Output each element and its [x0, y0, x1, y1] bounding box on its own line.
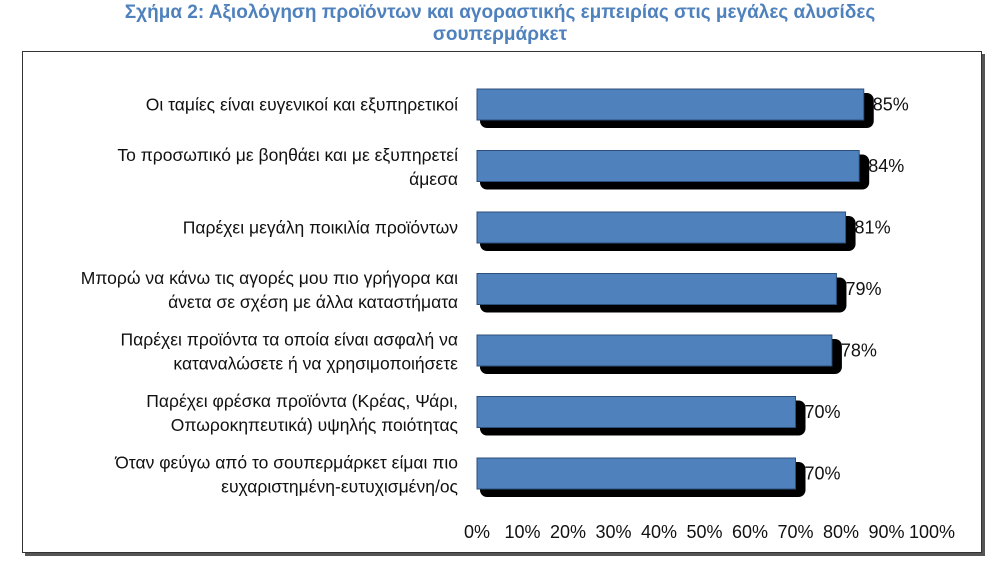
category-label: Μπορώ να κάνω τις αγορές μου πιο γρήγορα…: [81, 268, 458, 288]
x-tick-label: 30%: [595, 522, 631, 542]
x-tick-label: 70%: [777, 522, 813, 542]
category-label: Όταν φεύγω από το σουπερμάρκετ είμαι πιο: [114, 453, 458, 473]
bar: [476, 396, 796, 428]
x-tick-label: 40%: [641, 522, 677, 542]
category-label: Παρέχει μεγάλη ποικιλία προϊόντων: [183, 218, 459, 238]
value-label: 70%: [805, 464, 841, 484]
value-label: 84%: [868, 156, 904, 176]
x-tick-label: 60%: [732, 522, 768, 542]
bar: [476, 273, 837, 305]
x-tick-label: 80%: [823, 522, 859, 542]
x-tick-label: 50%: [686, 522, 722, 542]
chart-title: Σχήμα 2: Αξιολόγηση προϊόντων και αγορασ…: [0, 2, 1000, 46]
category-label: Παρέχει προϊόντα τα οποία είναι ασφαλή ν…: [121, 330, 458, 350]
x-tick-label: 10%: [504, 522, 540, 542]
x-tick-label: 20%: [550, 522, 586, 542]
x-tick-label: 0%: [464, 522, 490, 542]
chart-title-line-2: σουπερμάρκετ: [432, 24, 568, 45]
category-label: Παρέχει φρέσκα προϊόντα (Κρέας, Ψάρι,: [146, 391, 458, 411]
x-tick-label: 100%: [909, 522, 955, 542]
bar: [476, 211, 847, 244]
value-label: 85%: [873, 95, 909, 115]
value-label: 70%: [805, 402, 841, 422]
category-label: άνετα σε σχέση με άλλα καταστήματα: [168, 292, 458, 312]
bar: [476, 334, 833, 367]
value-label: 79%: [845, 279, 881, 299]
category-label: ευχαριστημένη-ευτυχισμένη/ος: [221, 477, 458, 497]
value-label: 81%: [855, 218, 891, 238]
category-label: Οπωροκηπευτικά) υψηλής ποιότητας: [171, 415, 458, 435]
x-tick-label: 90%: [868, 522, 904, 542]
category-label: Οι ταμίες είναι ευγενικοί και εξυπηρετικ…: [146, 95, 458, 115]
category-label: Το προσωπικό με βοηθάει και με εξυπηρετε…: [117, 145, 458, 165]
bar: [476, 457, 796, 490]
bar: [476, 88, 865, 121]
chart-title-line-1: Σχήμα 2: Αξιολόγηση προϊόντων και αγορασ…: [124, 2, 876, 23]
category-label: άμεσα: [409, 169, 458, 189]
bar: [476, 150, 860, 182]
value-label: 78%: [841, 341, 877, 361]
category-label: καταναλώσετε ή να χρησιμοποιήσετε: [173, 354, 458, 374]
